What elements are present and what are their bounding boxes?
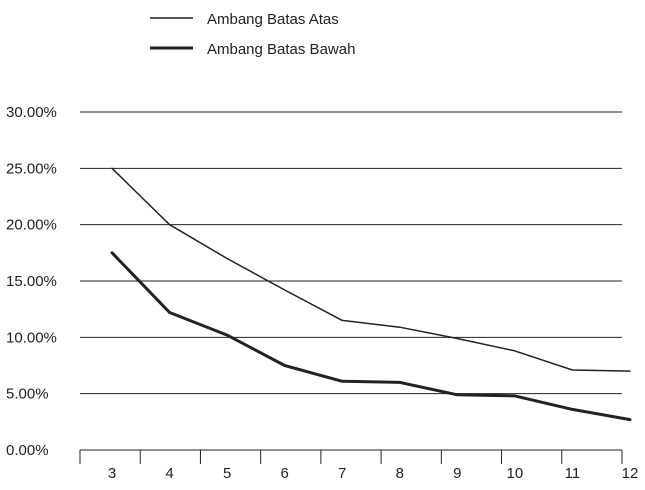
x-tick-label: 8 <box>396 465 404 482</box>
series-lines <box>110 167 632 422</box>
series-line-lower <box>110 251 632 422</box>
x-tick-label: 9 <box>453 465 461 482</box>
x-tick-label: 5 <box>223 465 231 482</box>
y-tick-label: 20.00% <box>6 217 57 234</box>
y-tick-label: 25.00% <box>6 160 57 177</box>
x-tick-label: 10 <box>507 465 524 482</box>
x-tick-label: 4 <box>165 465 173 482</box>
x-tick-label: 3 <box>108 465 116 482</box>
x-tick-label: 7 <box>338 465 346 482</box>
x-tick-label: 12 <box>622 465 639 482</box>
legend-label-upper: Ambang Batas Atas <box>207 11 339 28</box>
y-tick-label: 10.00% <box>6 329 57 346</box>
x-tick-label: 11 <box>565 465 581 482</box>
y-tick-label: 0.00% <box>6 442 49 459</box>
legend-label-lower: Ambang Batas Bawah <box>207 41 355 58</box>
gridlines <box>80 111 622 395</box>
x-axis: 3 4 5 6 7 8 9 10 11 12 <box>79 449 639 482</box>
legend: Ambang Batas Atas Ambang Batas Bawah <box>150 11 355 58</box>
x-tick-label: 6 <box>280 465 288 482</box>
y-tick-label: 15.00% <box>6 273 57 290</box>
series-line-upper <box>111 167 631 372</box>
y-axis: 0.00% 5.00% 10.00% 15.00% 20.00% 25.00% 30.00% <box>6 104 57 459</box>
y-tick-label: 5.00% <box>6 386 49 403</box>
y-tick-label: 30.00% <box>6 104 57 121</box>
